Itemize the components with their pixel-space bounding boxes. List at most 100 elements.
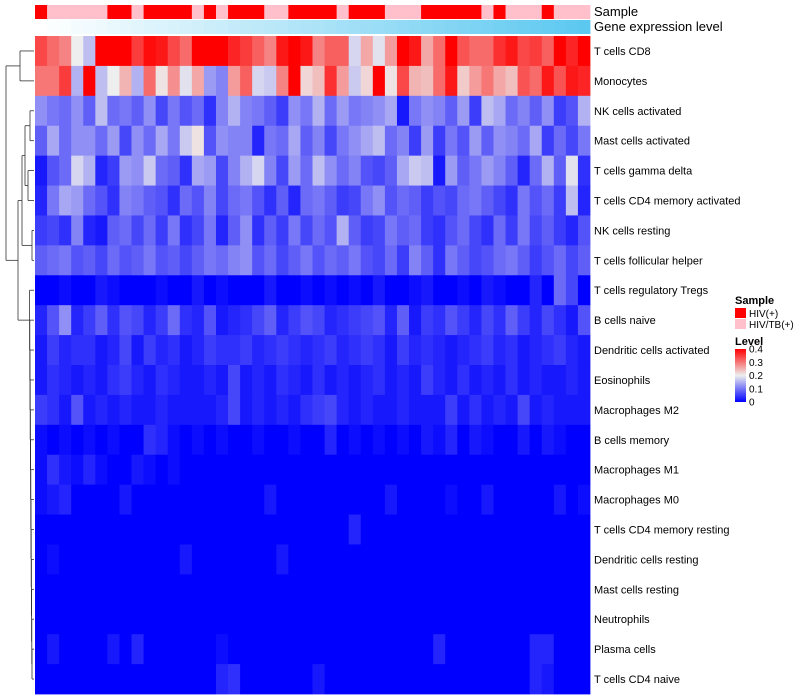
heatmap-cell	[119, 604, 132, 635]
heatmap-cell	[71, 245, 84, 276]
heatmap-cell	[421, 365, 434, 396]
heatmap-cell	[119, 454, 132, 486]
heatmap-cell	[469, 245, 482, 276]
heatmap-cell	[143, 454, 157, 486]
heatmap-cell	[445, 484, 458, 515]
heatmap-cell	[240, 275, 253, 306]
heatmap-cell	[541, 155, 555, 186]
heatmap-cell	[107, 155, 120, 186]
heatmap-cell	[131, 215, 144, 246]
heatmap-cell	[372, 36, 386, 67]
expression-annotation-cell	[203, 20, 217, 34]
heatmap-cell	[215, 454, 229, 486]
heatmap-cell	[421, 514, 434, 545]
heatmap-cell	[47, 604, 60, 635]
heatmap-cell	[240, 36, 253, 67]
heatmap-cell	[505, 574, 519, 605]
heatmap-cell	[577, 544, 591, 575]
sample-annotation-cell	[324, 5, 338, 19]
heatmap-cell	[577, 424, 591, 456]
heatmap-cell	[360, 544, 374, 575]
heatmap-cell	[203, 95, 217, 127]
heatmap-cell	[264, 125, 277, 157]
heatmap-cell	[324, 454, 338, 486]
heatmap-cell	[131, 664, 144, 695]
expression-annotation-cell	[336, 20, 350, 34]
heatmap-cell	[505, 65, 519, 97]
heatmap-cell	[264, 275, 277, 306]
heatmap-cell	[252, 634, 265, 665]
heatmap-cell	[95, 95, 108, 127]
expression-annotation-cell	[95, 20, 108, 34]
heatmap-cell	[421, 604, 434, 635]
heatmap-cell	[35, 544, 48, 575]
heatmap-cell	[300, 454, 313, 486]
legend-level-tick: 0.2	[749, 371, 763, 382]
sample-annotation-cell	[541, 5, 555, 19]
heatmap-cell	[300, 365, 313, 396]
heatmap-cell	[119, 95, 132, 127]
heatmap-cell	[372, 424, 386, 456]
sample-annotation-cell	[191, 5, 205, 19]
heatmap-cell	[577, 664, 591, 695]
heatmap-cell	[457, 215, 470, 246]
heatmap-cell	[240, 454, 253, 486]
heatmap-cell	[517, 245, 531, 276]
heatmap-cell	[228, 484, 241, 515]
heatmap-cell	[384, 36, 398, 67]
expression-annotation-cell	[228, 20, 241, 34]
heatmap-cell	[83, 484, 96, 515]
sample-annotation-cell	[493, 5, 506, 19]
heatmap-cell	[324, 394, 338, 426]
heatmap-cell	[300, 544, 313, 575]
heatmap-cell	[505, 95, 519, 127]
heatmap-cell	[336, 454, 350, 486]
row-dendrogram	[5, 50, 34, 680]
sample-annotation-cell	[396, 5, 410, 19]
heatmap-cell	[131, 36, 144, 67]
heatmap-cell	[553, 394, 567, 426]
heatmap-cell	[469, 514, 482, 545]
heatmap-cell	[433, 155, 446, 186]
heatmap-cell	[203, 394, 217, 426]
heatmap-cell	[83, 454, 96, 486]
heatmap-cell	[191, 484, 205, 515]
heatmap-cell	[541, 335, 555, 366]
heatmap-cell	[565, 454, 579, 486]
heatmap-cell	[288, 125, 301, 157]
heatmap-cell	[445, 65, 458, 97]
heatmap-cell	[457, 125, 470, 157]
heatmap-cell	[457, 275, 470, 306]
heatmap-cell	[300, 574, 313, 605]
heatmap-cell	[384, 275, 398, 306]
heatmap-cell	[384, 95, 398, 127]
heatmap-cell	[300, 185, 313, 216]
heatmap-cell	[481, 275, 494, 306]
heatmap-cell	[143, 335, 157, 366]
expression-annotation-cell	[565, 20, 579, 34]
heatmap-cell	[83, 125, 96, 157]
expression-annotation-cell	[457, 20, 470, 34]
heatmap-cell	[493, 454, 506, 486]
heatmap-cell	[421, 424, 434, 456]
heatmap-cell	[336, 604, 350, 635]
heatmap-cell	[360, 215, 374, 246]
heatmap-cell	[179, 484, 193, 515]
heatmap-cell	[155, 604, 169, 635]
heatmap-cell	[421, 394, 434, 426]
heatmap-cell	[240, 484, 253, 515]
heatmap-cell	[541, 245, 555, 276]
heatmap-cell	[300, 36, 313, 67]
heatmap-cell	[312, 365, 325, 396]
heatmap-cell	[228, 634, 241, 665]
heatmap-cell	[565, 484, 579, 515]
heatmap-cell	[59, 664, 72, 695]
heatmap-cell	[47, 574, 60, 605]
heatmap-cell	[493, 424, 506, 456]
heatmap-cell	[59, 634, 72, 665]
heatmap-cell	[336, 335, 350, 366]
sample-annotation-cell	[252, 5, 265, 19]
heatmap-cell	[95, 544, 108, 575]
heatmap-cell	[409, 335, 422, 366]
heatmap-cell	[167, 155, 181, 186]
